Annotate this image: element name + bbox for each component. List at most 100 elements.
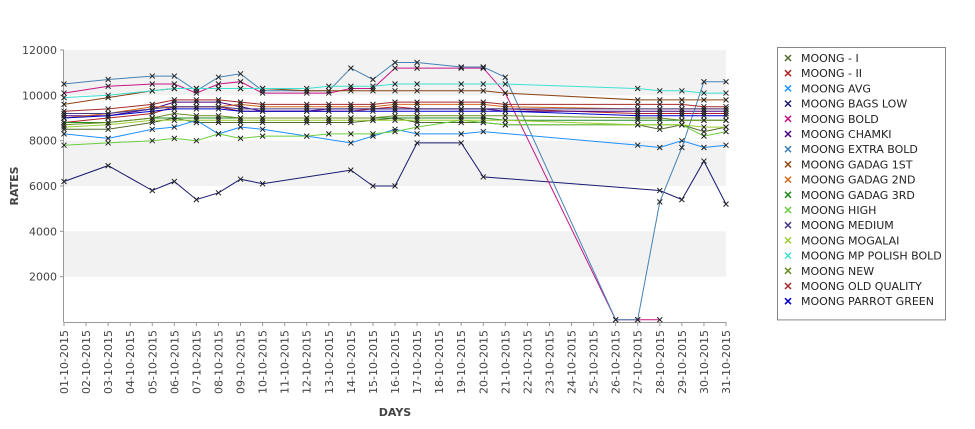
series-layer	[61, 59, 729, 323]
legend-item: MOONG HIGH	[784, 204, 876, 217]
data-point	[105, 106, 111, 112]
x-tick-label: 18-10-2015	[433, 330, 446, 394]
x-tick-label: 02-10-2015	[80, 330, 93, 394]
legend-marker	[784, 206, 792, 214]
data-point	[259, 117, 266, 124]
data-point	[325, 131, 332, 137]
x-tick-label: 06-10-2015	[168, 330, 181, 394]
legend-label: MOONG - II	[801, 67, 862, 80]
data-point	[370, 83, 376, 90]
data-point	[215, 131, 222, 137]
data-point	[61, 121, 67, 128]
series-line	[63, 108, 726, 119]
data-point	[105, 140, 111, 146]
data-point	[171, 73, 178, 79]
data-point	[392, 112, 398, 119]
data-point	[656, 199, 663, 205]
data-point	[414, 65, 420, 71]
data-point	[193, 115, 200, 121]
data-point	[392, 99, 398, 105]
data-point	[61, 90, 67, 96]
x-tick-label: 21-10-2015	[499, 330, 512, 394]
data-point	[325, 119, 332, 126]
data-point	[480, 108, 487, 115]
data-point	[193, 99, 200, 105]
data-point	[171, 85, 178, 92]
data-point	[171, 117, 178, 124]
x-tick-label: 09-10-2015	[235, 330, 248, 394]
legend-marker	[784, 176, 792, 184]
data-point	[193, 97, 200, 103]
data-point	[259, 85, 266, 92]
data-point	[370, 87, 376, 94]
data-point	[679, 117, 685, 124]
data-point	[303, 101, 310, 108]
data-point	[259, 133, 266, 139]
data-point	[701, 108, 707, 115]
data-point	[149, 101, 156, 108]
legend-label: MOONG MOGALAI	[801, 234, 899, 247]
data-point	[414, 106, 420, 112]
data-point	[723, 78, 729, 85]
data-point	[656, 101, 663, 108]
x-tick-label: 15-10-2015	[367, 330, 380, 394]
legend-marker	[784, 221, 792, 229]
data-point	[634, 117, 641, 124]
data-point	[348, 108, 354, 115]
x-tick-label: 10-10-2015	[257, 330, 270, 394]
legend-item: MOONG OLD QUALITY	[784, 280, 922, 293]
data-point	[193, 106, 200, 112]
legend-label: MOONG EXTRA BOLD	[801, 143, 918, 156]
data-point	[237, 135, 244, 142]
data-point	[105, 83, 111, 90]
data-point	[259, 119, 266, 126]
legend-label: MOONG GADAG 2ND	[801, 174, 915, 187]
legend-marker	[784, 115, 792, 123]
data-point	[237, 99, 244, 105]
data-point	[348, 87, 354, 94]
series-3	[61, 117, 729, 151]
data-point	[656, 126, 663, 133]
data-point	[480, 65, 487, 71]
data-point	[656, 110, 663, 117]
data-point	[414, 101, 420, 108]
data-point	[303, 103, 310, 110]
legend-item: MOONG - I	[784, 52, 859, 65]
data-point	[656, 87, 663, 94]
data-point	[458, 87, 465, 94]
data-point	[458, 117, 465, 124]
data-point	[105, 162, 111, 169]
data-point	[149, 108, 156, 115]
data-point	[634, 112, 641, 119]
x-tick-label: 22-10-2015	[521, 330, 534, 394]
data-point	[171, 97, 178, 103]
data-point	[215, 189, 222, 196]
legend-marker	[784, 282, 792, 290]
x-tick-label: 03-10-2015	[102, 330, 115, 394]
data-point	[237, 119, 244, 126]
data-point	[370, 85, 376, 92]
data-point	[679, 108, 685, 115]
data-point	[149, 187, 156, 194]
data-point	[458, 115, 465, 121]
legend-label: MOONG HIGH	[801, 204, 876, 217]
data-point	[259, 126, 266, 133]
data-point	[303, 115, 310, 121]
data-point	[414, 81, 420, 87]
data-point	[723, 117, 729, 124]
data-point	[502, 81, 509, 87]
data-point	[656, 106, 663, 112]
data-point	[193, 137, 200, 144]
data-point	[171, 110, 178, 117]
data-point	[392, 65, 398, 71]
data-point	[61, 119, 67, 126]
data-point	[325, 106, 332, 112]
legend-item: MOONG BOLD	[784, 113, 879, 126]
data-point	[458, 64, 465, 70]
y-tick-label: 12000	[22, 44, 57, 57]
data-point	[480, 81, 487, 87]
data-point	[502, 90, 509, 96]
data-point	[723, 106, 729, 112]
data-point	[392, 183, 398, 189]
x-tick-label: 13-10-2015	[323, 330, 336, 394]
